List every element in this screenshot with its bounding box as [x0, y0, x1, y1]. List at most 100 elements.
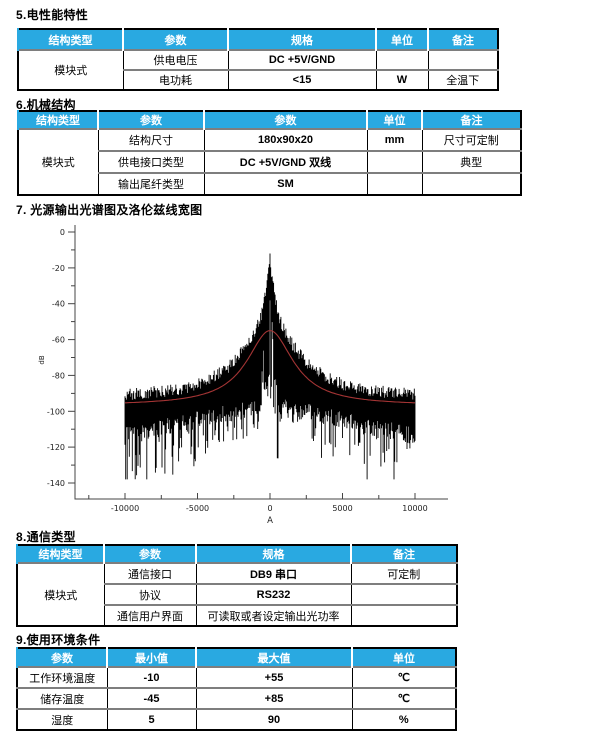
table-cell: 工作环境温度 — [16, 666, 108, 688]
table-row: 湿度 5 90 % — [16, 708, 457, 730]
table-row: 协议 RS232 — [17, 583, 458, 605]
axes-lines — [74, 225, 448, 500]
table-cell — [366, 150, 423, 173]
y-axis-label: dB — [38, 355, 46, 364]
table-cell-structure-type: 模块式 — [17, 128, 99, 195]
table-cell: 可定制 — [350, 562, 458, 584]
table-cell-structure-type: 模块式 — [17, 49, 124, 90]
table-cell — [350, 583, 458, 605]
header-cell: 备注 — [350, 545, 457, 563]
table-row: 模块式 供电电压 DC +5V/GND — [17, 49, 499, 90]
section-7-title: 7. 光源输出光谱图及洛伦兹线宽图 — [16, 203, 203, 217]
table-cell — [421, 172, 522, 195]
table-cell: 输出尾纤类型 — [97, 172, 205, 195]
table-cell: <15 — [227, 69, 377, 90]
table-cell: DC +5V/GND — [227, 49, 377, 70]
y-tick-label: -120 — [47, 443, 65, 452]
table-row: 通信用户界面 可读取或者设定输出光功率 — [17, 604, 458, 626]
table-cell: 90 — [195, 708, 353, 730]
table-cell: mm — [366, 128, 423, 151]
lorentzian-fit-curve — [125, 330, 415, 404]
table-row: 储存温度 -45 +85 ℃ — [16, 687, 457, 709]
y-tick-label: -20 — [52, 264, 65, 273]
table-cell: W — [375, 69, 429, 90]
x-axis-label: A — [267, 516, 273, 526]
table-row: 模块式 通信接口 DB9 串口 可定制 — [16, 562, 458, 626]
header-cell: 参数 — [16, 648, 107, 667]
section-6-title: 6.机械结构 — [16, 98, 76, 112]
header-cell: 参数 — [122, 29, 228, 50]
table-header-row: 参数 最小值 最大值 单位 — [16, 648, 456, 667]
table-cell: 可读取或者设定输出光功率 — [195, 604, 352, 626]
header-cell: 结构类型 — [17, 29, 123, 50]
header-cell: 最大值 — [195, 648, 352, 667]
table-cell: 5 — [106, 708, 197, 730]
y-tick-label: -40 — [52, 300, 65, 309]
header-cell: 最小值 — [106, 648, 196, 667]
x-tick-label: 0 — [267, 504, 272, 513]
electrical-characteristics-table: 结构类型 参数 规格 单位 备注 模块式 供电电压 DC +5V/GND 电功耗… — [17, 28, 499, 91]
table-row: 供电接口类型 DC +5V/GND 双线 典型 — [18, 150, 522, 173]
spectrum-chart-svg: 0 -20 -40 -60 -80 -100 -120 -140 -10000 -5000 0 500… — [38, 225, 448, 526]
table-cell: SM — [203, 172, 368, 195]
table-cell — [350, 604, 458, 626]
table-cell: +85 — [195, 687, 353, 709]
spectrum-trace — [124, 253, 416, 480]
table-header-row: 结构类型 参数 参数 单位 备注 — [17, 111, 521, 129]
table-cell-structure-type: 模块式 — [16, 562, 105, 626]
table-cell: DB9 串口 — [195, 562, 352, 584]
table-cell: RS232 — [195, 583, 352, 605]
x-tick-label: 10000 — [402, 504, 427, 513]
table-cell: 电功耗 — [122, 69, 229, 90]
table-row: 模块式 结构尺寸 180x90x20 mm 尺寸可定制 — [17, 128, 522, 195]
environment-conditions-table: 参数 最小值 最大值 单位 工作环境温度 -10 +55 ℃ 储存温度 -45 … — [16, 647, 457, 731]
table-cell — [427, 49, 499, 70]
x-tick-label: -5000 — [186, 504, 209, 513]
table-cell — [366, 172, 423, 195]
table-row: 工作环境温度 -10 +55 ℃ — [16, 666, 457, 688]
table-cell: 典型 — [421, 150, 522, 173]
table-cell: 供电接口类型 — [97, 150, 205, 173]
header-cell: 规格 — [227, 29, 376, 50]
table-cell: % — [351, 708, 457, 730]
table-cell: ℃ — [351, 687, 457, 709]
x-tick-label: -10000 — [111, 504, 139, 513]
spectrum-linewidth-chart: 0 -20 -40 -60 -80 -100 -120 -140 -10000 -5000 0 500… — [0, 218, 606, 538]
x-tick-label: 5000 — [332, 504, 352, 513]
table-cell: 协议 — [103, 583, 197, 605]
communication-type-table: 结构类型 参数 规格 备注 模块式 通信接口 DB9 串口 可定制 协议 RS2… — [16, 544, 458, 627]
header-cell: 结构类型 — [17, 111, 98, 129]
table-cell — [375, 49, 429, 70]
header-cell: 规格 — [195, 545, 351, 563]
table-row: 输出尾纤类型 SM — [18, 172, 522, 195]
header-cell: 备注 — [421, 111, 521, 129]
table-cell: 湿度 — [16, 708, 108, 730]
y-tick-label: -80 — [52, 371, 65, 380]
table-cell: 供电电压 — [122, 49, 229, 70]
table-cell: DC +5V/GND 双线 — [203, 150, 368, 173]
header-cell: 单位 — [366, 111, 422, 129]
table-header-row: 结构类型 参数 规格 单位 备注 — [17, 29, 498, 50]
y-tick-label: 0 — [60, 228, 65, 237]
table-cell: 结构尺寸 — [97, 128, 205, 151]
y-tick-label: -140 — [47, 479, 65, 488]
mechanical-structure-table: 结构类型 参数 参数 单位 备注 模块式 结构尺寸 180x90x20 mm 尺… — [17, 110, 522, 196]
header-cell: 参数 — [203, 111, 367, 129]
table-cell: -45 — [106, 687, 197, 709]
header-cell: 备注 — [427, 29, 498, 50]
header-cell: 结构类型 — [16, 545, 104, 563]
table-cell: ℃ — [351, 666, 457, 688]
table-cell: 储存温度 — [16, 687, 108, 709]
table-cell: -10 — [106, 666, 197, 688]
header-cell: 参数 — [97, 111, 204, 129]
header-cell: 单位 — [375, 29, 428, 50]
section-5-title: 5.电性能特性 — [16, 8, 89, 22]
y-tick-label: -100 — [47, 407, 65, 416]
header-cell: 单位 — [351, 648, 456, 667]
table-cell: 通信用户界面 — [103, 604, 197, 626]
header-cell: 参数 — [103, 545, 196, 563]
table-cell: 180x90x20 — [203, 128, 368, 151]
section-9-title: 9.使用环境条件 — [16, 633, 101, 647]
section-8-title: 8.通信类型 — [16, 530, 76, 544]
